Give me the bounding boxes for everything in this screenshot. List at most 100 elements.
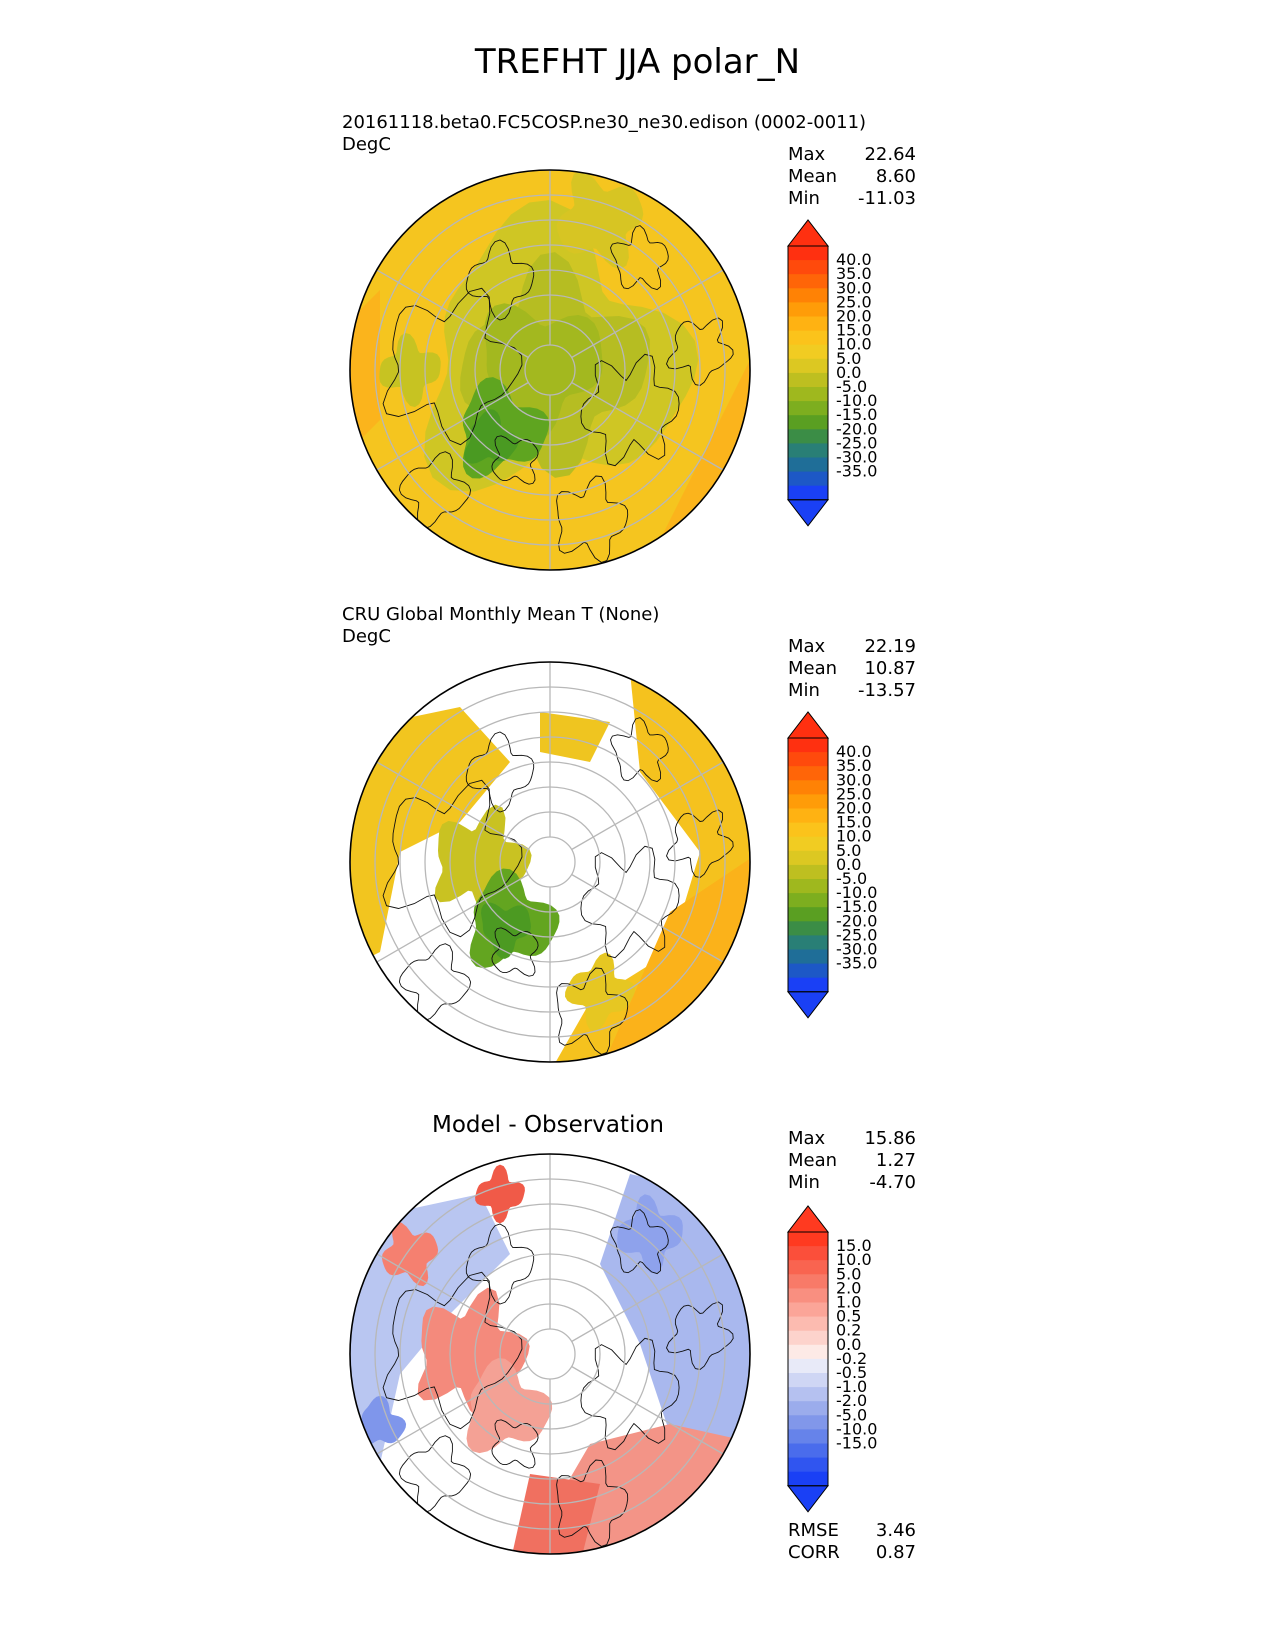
colorbar-tick-label: -5.0 (836, 869, 867, 888)
coastline (610, 1209, 669, 1275)
coastline (665, 1301, 734, 1370)
colorbar-swatch (788, 1274, 828, 1289)
model-polar-map (349, 169, 751, 571)
colorbar-tick-label: -20.0 (836, 419, 877, 438)
stat-min: Min -11.03 (788, 188, 916, 209)
obs-stats: Max 22.19 Mean 10.87 Min -13.57 (788, 636, 916, 702)
meridian-line (376, 873, 529, 963)
colorbar-swatch (788, 949, 828, 965)
colorbar-tick-label: 25.0 (836, 292, 872, 311)
obs-panel-units: DegC (342, 626, 391, 647)
colorbar-tick-label: 30.0 (836, 770, 872, 789)
colorbar-swatch (788, 1443, 828, 1459)
colorbar-swatch (788, 850, 828, 866)
colorbar-swatch (788, 907, 828, 922)
colorbar-tick-label: 2.0 (836, 1278, 861, 1297)
colorbar-swatch (788, 822, 828, 838)
obs-panel-title: CRU Global Monthly Mean T (None) (342, 604, 660, 625)
meridian-line (571, 381, 724, 471)
diff-colorbar: 15.010.05.02.01.00.50.20.0-0.2-0.5-1.0-2… (786, 1205, 877, 1513)
coastline (382, 779, 523, 938)
colorbar-tick-label: 20.0 (836, 307, 872, 326)
colorbar-tick-label: -35.0 (836, 462, 877, 481)
colorbar-swatch (788, 1302, 828, 1318)
colorbar-swatch (788, 935, 828, 951)
colorbar-swatch (788, 780, 828, 795)
colorbar-tick-label: -15.0 (836, 897, 877, 916)
stat-max: Max 22.64 (788, 144, 916, 165)
stat-max: Max 22.19 (788, 636, 916, 657)
meridian-line (376, 1253, 529, 1343)
colorbar-tick-label: 15.0 (836, 1236, 872, 1255)
meridian-line (571, 761, 724, 851)
stat-mean: Mean 8.60 (788, 166, 916, 187)
model-panel-units: DegC (342, 134, 391, 155)
coastline (382, 1271, 523, 1430)
map-field (350, 170, 750, 570)
map-field (350, 1154, 750, 1554)
colorbar-swatch (788, 274, 828, 289)
colorbar-tick-label: -20.0 (836, 911, 877, 930)
colorbar-tick-label: 5.0 (836, 841, 861, 860)
colorbar-tick-label: -5.0 (836, 377, 867, 396)
coastline (610, 717, 669, 783)
figure-title: TREFHT JJA polar_N (474, 42, 801, 82)
colorbar-tick-label: 40.0 (836, 250, 872, 269)
coastline (580, 845, 680, 959)
colorbar-swatch (788, 443, 828, 459)
colorbar-swatch (788, 344, 828, 360)
map-boundary (349, 169, 751, 571)
colorbar-swatch (788, 457, 828, 473)
meridian-line (571, 1365, 724, 1455)
colorbar-swatch (788, 1373, 828, 1388)
colorbar-swatch (788, 864, 828, 880)
stat-max: Max 15.86 (788, 1128, 916, 1149)
colorbar-swatch (788, 1288, 828, 1304)
colorbar-extend-max (786, 711, 830, 739)
colorbar-extend-max (786, 1205, 830, 1233)
coastline (491, 927, 539, 977)
colorbar-tick-label: -2.0 (836, 1391, 867, 1410)
meridian-line (571, 269, 724, 359)
colorbar-swatch (788, 1457, 828, 1473)
colorbar-tick-label: -0.2 (836, 1349, 867, 1368)
colorbar-tick-label: 35.0 (836, 756, 872, 775)
colorbar-tick-label: -10.0 (836, 1419, 877, 1438)
map-field (350, 662, 750, 1062)
diff-stats: Max 15.86 Mean 1.27 Min -4.70 (788, 1128, 916, 1194)
meridian-line (376, 1365, 529, 1455)
metric-corr: CORR 0.87 (788, 1542, 916, 1563)
colorbar-swatch (788, 401, 828, 416)
colorbar-swatch (788, 1232, 828, 1247)
diff-metrics: RMSE 3.46 CORR 0.87 (788, 1520, 916, 1564)
colorbar-swatch (788, 879, 828, 894)
colorbar-tick-label: -5.0 (836, 1405, 867, 1424)
colorbar-swatch (788, 260, 828, 275)
colorbar-tick-label: -25.0 (836, 433, 877, 452)
meridian-line (376, 381, 529, 471)
stat-mean: Mean 1.27 (788, 1150, 916, 1171)
colorbar-tick-label: 10.0 (836, 1250, 872, 1269)
colorbar-extend-min (786, 499, 830, 527)
colorbar-swatch (788, 1401, 828, 1416)
colorbar-swatch (788, 302, 828, 318)
stat-min: Min -4.70 (788, 1172, 916, 1193)
colorbar-swatch (788, 1415, 828, 1430)
meridian-line (376, 269, 529, 359)
colorbar-tick-label: 1.0 (836, 1293, 861, 1312)
colorbar-tick-label: 15.0 (836, 321, 872, 340)
coastline (580, 353, 680, 467)
colorbar-swatch (788, 1316, 828, 1332)
colorbar-tick-label: 35.0 (836, 264, 872, 283)
coastline (465, 239, 535, 321)
coastline (665, 809, 734, 878)
colorbar-extend-max (786, 219, 830, 247)
colorbar-tick-label: 25.0 (836, 784, 872, 803)
colorbar-swatch (788, 836, 828, 852)
colorbar-swatch (788, 246, 828, 261)
model-colorbar: 40.035.030.025.020.015.010.05.00.0-5.0-1… (786, 219, 877, 527)
colorbar-swatch (788, 288, 828, 303)
colorbar-extend-min (786, 1485, 830, 1513)
colorbar-tick-label: 30.0 (836, 278, 872, 297)
colorbar-swatch (788, 893, 828, 908)
